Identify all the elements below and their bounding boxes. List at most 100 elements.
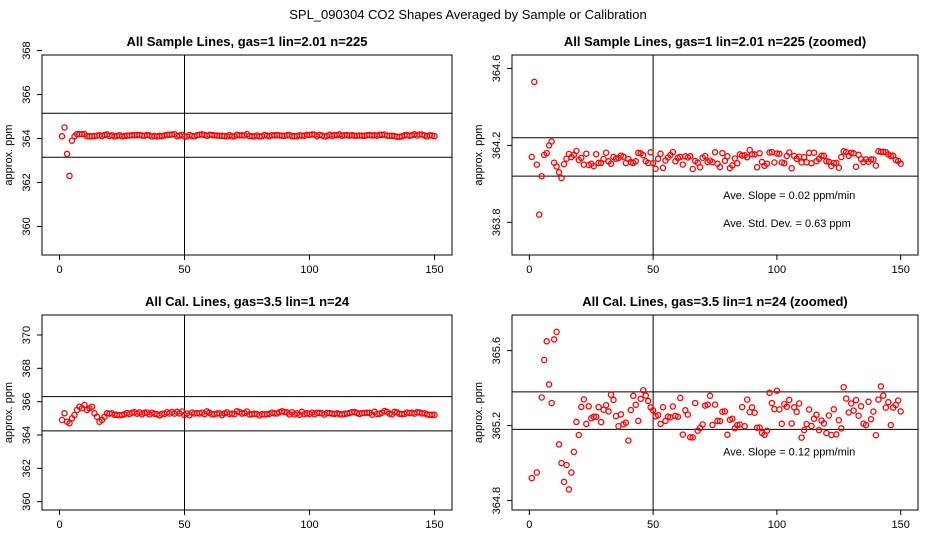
data-point (800, 426, 808, 434)
data-point (887, 421, 895, 429)
data-point (78, 130, 86, 138)
data-point (617, 411, 625, 418)
data-point (657, 150, 664, 158)
data-point (805, 406, 813, 413)
data-point (855, 412, 862, 419)
data-point (776, 406, 783, 413)
data-point (639, 386, 647, 394)
data-point (778, 420, 786, 428)
data-point (867, 416, 875, 423)
data-point (835, 416, 843, 424)
data-point (573, 418, 580, 426)
x-tick-label: 0 (526, 519, 532, 531)
data-points (528, 328, 904, 493)
data-point (714, 417, 721, 425)
y-tick-label: 364.8 (491, 487, 503, 515)
y-tick-label: 365.2 (491, 412, 503, 440)
data-point (531, 78, 538, 86)
data-point (573, 147, 580, 155)
data-point (605, 408, 612, 415)
data-point (833, 431, 840, 438)
data-point (63, 150, 71, 158)
data-point (872, 162, 880, 169)
y-axis-label: approx. ppm (473, 124, 485, 185)
data-point (647, 149, 654, 156)
data-point (61, 410, 68, 417)
data-points (528, 78, 904, 218)
x-tick-label: 50 (647, 264, 659, 276)
stats-annotation: Ave. Slope = 0.02 ppm/min (723, 190, 855, 202)
x-tick-label: 0 (526, 264, 532, 276)
data-point (649, 159, 657, 167)
data-point (766, 149, 773, 156)
panel-1: All Sample Lines, gas=1 lin=2.01 n=225 ap… (3, 34, 453, 276)
data-point (781, 160, 788, 167)
data-point (719, 149, 726, 157)
data-point (610, 396, 617, 404)
data-point (625, 437, 632, 444)
y-tick-label: 360 (21, 492, 33, 510)
data-point (431, 411, 438, 419)
data-point (560, 160, 568, 168)
x-tick-label: 0 (56, 264, 62, 276)
data-point (877, 383, 885, 390)
data-point (555, 441, 563, 448)
y-tick-label: 364.2 (491, 132, 503, 160)
data-point (635, 149, 642, 157)
data-point (602, 401, 610, 409)
data-point (897, 408, 904, 415)
data-point (679, 161, 687, 168)
data-point (738, 403, 746, 411)
data-point (813, 411, 820, 419)
data-point (548, 399, 555, 407)
panel-title: All Sample Lines, gas=1 lin=2.01 n=225 (127, 34, 368, 49)
data-point (555, 169, 563, 176)
data-point (748, 404, 756, 411)
y-axis-label: approx. ppm (3, 382, 15, 443)
data-point (644, 397, 652, 405)
data-point (88, 403, 96, 410)
panel-3: All Cal. Lines, gas=3.5 lin=1 n=24 approx… (3, 294, 453, 531)
data-point (865, 398, 872, 406)
data-point (783, 403, 791, 410)
data-point (862, 421, 870, 429)
data-point (575, 431, 583, 439)
data-point (560, 478, 568, 486)
data-point (659, 164, 667, 172)
data-point (711, 401, 719, 408)
data-point (607, 160, 615, 168)
data-point (428, 411, 436, 418)
data-point (867, 156, 875, 163)
y-tick-label: 364 (21, 129, 33, 147)
figure-title: SPL_090304 CO2 Shapes Averaged by Sample… (289, 7, 647, 22)
data-point (716, 163, 724, 171)
data-point (548, 138, 555, 145)
data-point (93, 413, 101, 420)
data-point (81, 401, 88, 409)
data-point (669, 403, 677, 410)
data-point (833, 159, 840, 167)
data-point (578, 154, 585, 162)
data-point (639, 151, 647, 159)
data-point (565, 486, 573, 493)
data-point (880, 392, 887, 399)
data-point (691, 399, 699, 407)
data-point (684, 411, 692, 418)
data-point (800, 153, 808, 161)
data-point (786, 149, 793, 156)
data-point (838, 425, 845, 432)
y-axis-label: approx. ppm (473, 382, 485, 443)
data-point (743, 396, 751, 403)
data-point (607, 391, 615, 398)
data-point (729, 415, 736, 422)
data-point (538, 394, 545, 401)
data-point (830, 406, 838, 413)
data-point (793, 408, 800, 416)
data-point (563, 461, 570, 469)
data-point (756, 424, 763, 431)
x-tick-label: 150 (425, 519, 443, 531)
data-point (657, 420, 664, 428)
data-point (743, 154, 751, 161)
data-point (706, 392, 714, 400)
